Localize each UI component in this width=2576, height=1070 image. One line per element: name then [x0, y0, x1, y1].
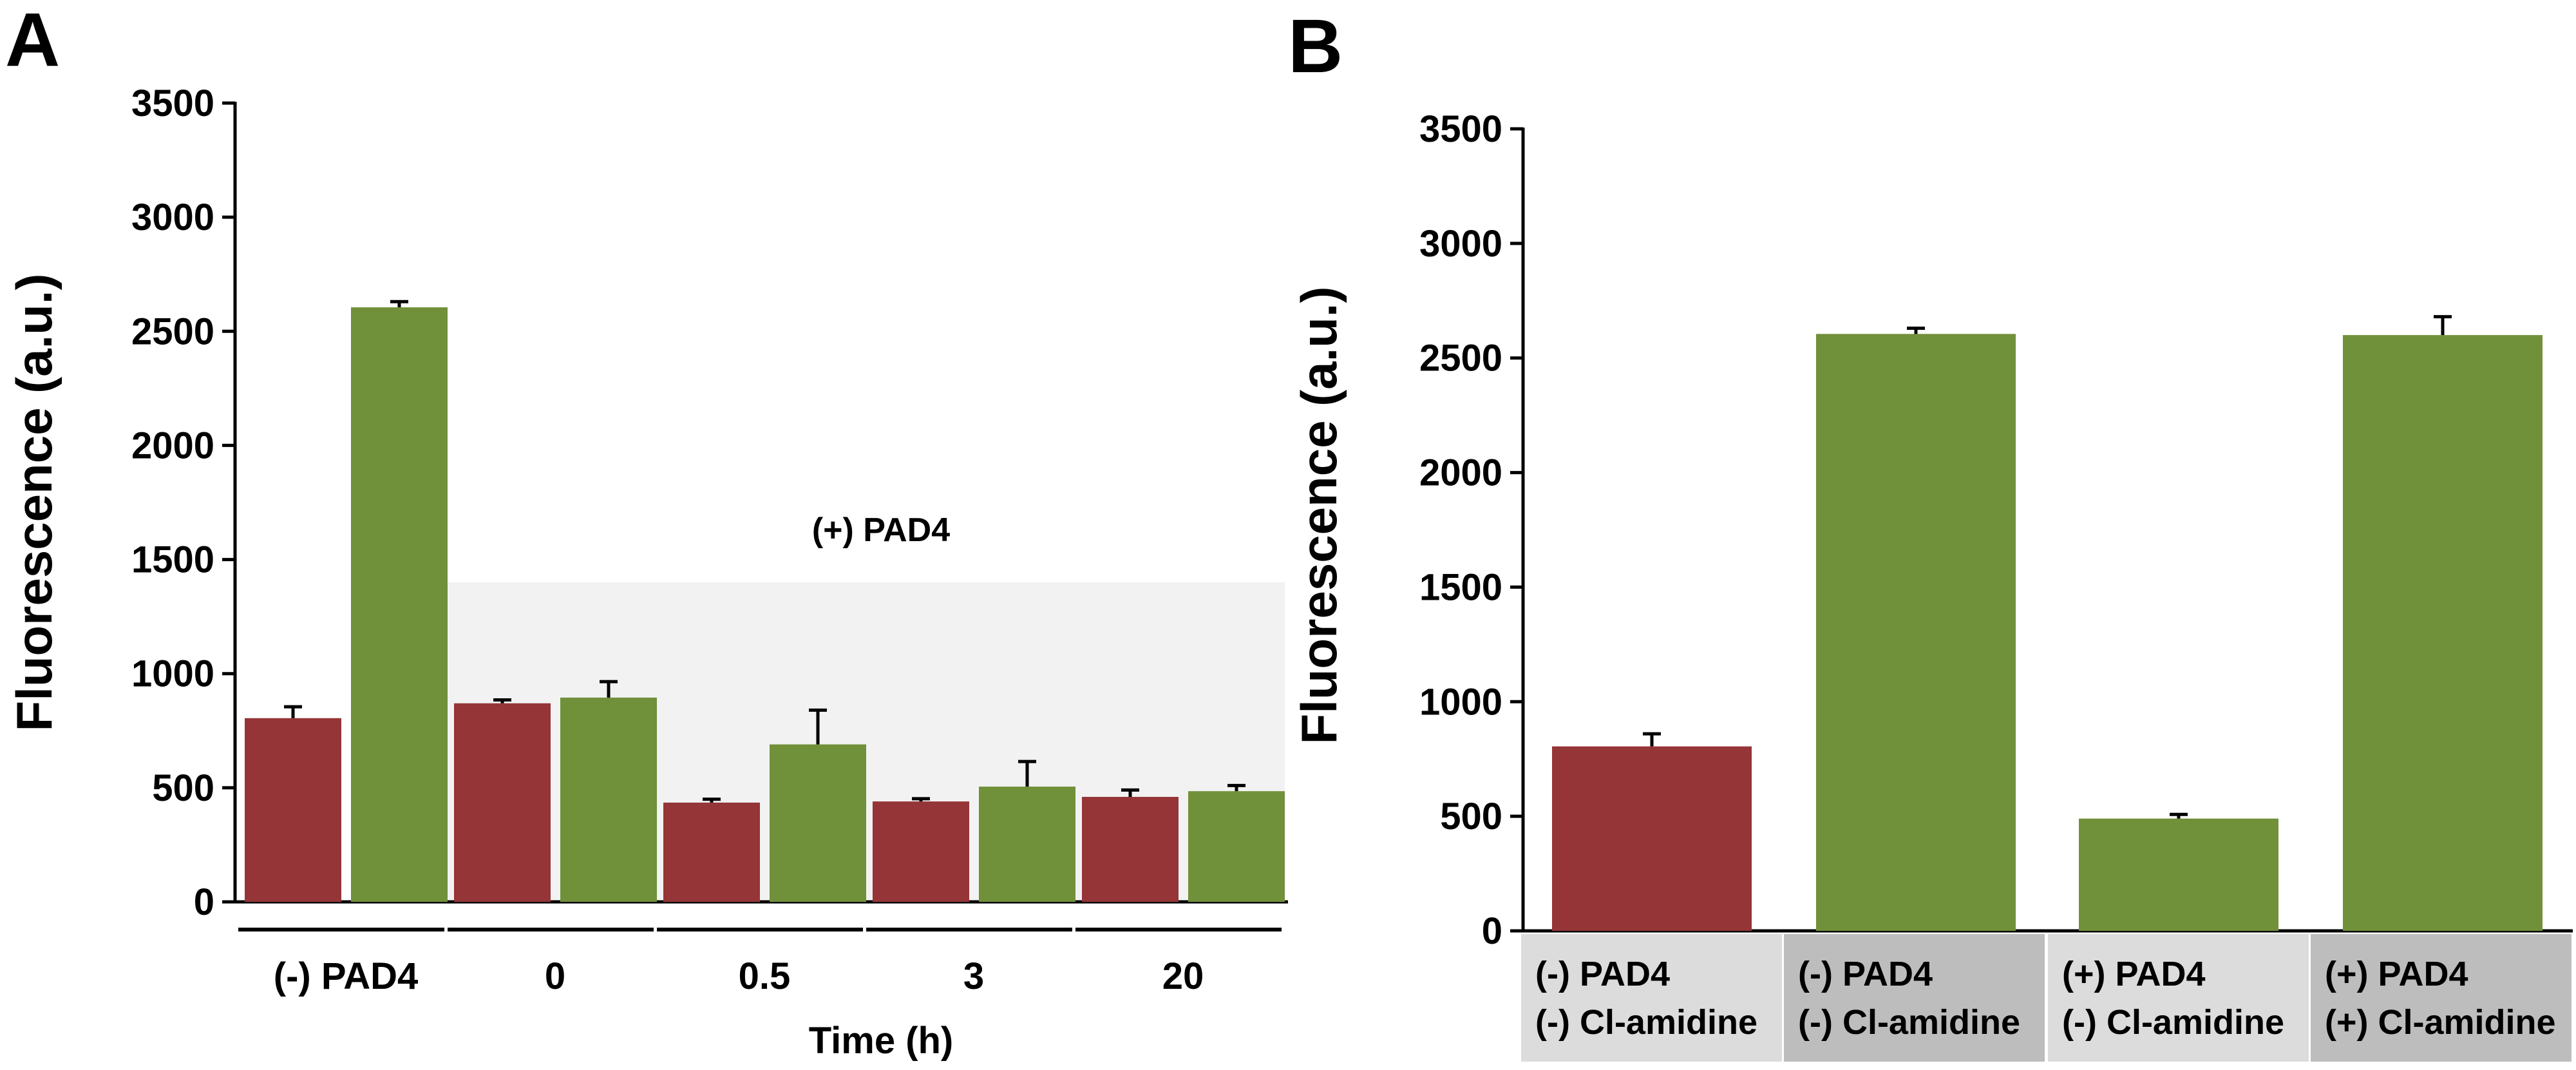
shaded-region-label: (+) PAD4: [812, 511, 950, 549]
bar-red: [663, 802, 760, 902]
y-tick-label: 2000: [1419, 452, 1502, 494]
y-tick-label: 500: [152, 767, 214, 809]
category-label-line-2: (-) Cl-amidine: [1535, 1003, 1757, 1042]
y-tick-label: 3000: [1419, 223, 1502, 265]
panel-label-a: A: [5, 0, 60, 82]
y-tick-label: 2000: [131, 425, 214, 466]
y-axis-title: Fluorescence (a.u.): [6, 274, 62, 732]
y-tick-label: 1000: [1419, 681, 1502, 723]
category-label-line-2: (+) Cl-amidine: [2325, 1003, 2556, 1042]
category-label-line-1: (+) PAD4: [2062, 955, 2206, 993]
panel-b: B 0 500 1000 1500 2000 2500 3000 3500 Fluorescenc…: [1288, 4, 2573, 1062]
x-tick-label: (-) PAD4: [274, 955, 418, 997]
bar-green: [1188, 791, 1285, 902]
category-label-line-1: (-) PAD4: [1535, 955, 1670, 993]
panel-label-b: B: [1288, 4, 1343, 89]
bar-red: [245, 718, 341, 902]
panel-a: A (+) PAD4 0 500 1000 1500 2000 2500 3000 3500 Flu…: [5, 0, 1288, 1062]
bar: [1816, 334, 2016, 931]
x-tick-label: 0.5: [739, 955, 791, 997]
category-label-line-2: (-) Cl-amidine: [2062, 1003, 2284, 1042]
category-label-line-1: (+) PAD4: [2325, 955, 2468, 993]
x-tick-label: 0: [545, 955, 565, 997]
x-tick-label: 3: [963, 955, 984, 997]
y-tick-label: 2500: [131, 310, 214, 352]
bar: [2079, 818, 2278, 931]
category-cell: [1521, 934, 1782, 1062]
bar-red: [454, 703, 551, 902]
bar-green: [979, 787, 1075, 902]
x-axis-title: Time (h): [809, 1020, 954, 1062]
bar-green: [560, 697, 657, 902]
category-cell: [1784, 934, 2045, 1062]
y-tick-label: 3500: [1419, 108, 1502, 150]
bar-red: [873, 801, 969, 902]
x-tick-label: 20: [1162, 955, 1204, 997]
y-tick-label: 1500: [131, 539, 214, 581]
bar-green: [351, 307, 448, 903]
y-tick-label: 0: [194, 881, 214, 923]
bar: [1552, 746, 1752, 931]
y-tick-label: 1500: [1419, 566, 1502, 608]
y-axis-title: Fluorescence (a.u.): [1291, 287, 1347, 745]
bar: [2343, 335, 2543, 931]
y-tick-label: 2500: [1419, 338, 1502, 379]
category-label-line-2: (-) Cl-amidine: [1798, 1003, 2020, 1042]
y-tick-label: 500: [1440, 796, 1502, 837]
category-label-line-1: (-) PAD4: [1798, 955, 1933, 993]
category-cell: [2311, 934, 2571, 1062]
bar-red: [1082, 797, 1179, 902]
y-tick-label: 3500: [131, 82, 214, 124]
y-tick-label: 1000: [131, 653, 214, 695]
bar-green: [770, 744, 866, 902]
y-tick-label: 0: [1482, 910, 1502, 952]
category-cell: [2048, 934, 2309, 1062]
y-tick-label: 3000: [131, 196, 214, 238]
